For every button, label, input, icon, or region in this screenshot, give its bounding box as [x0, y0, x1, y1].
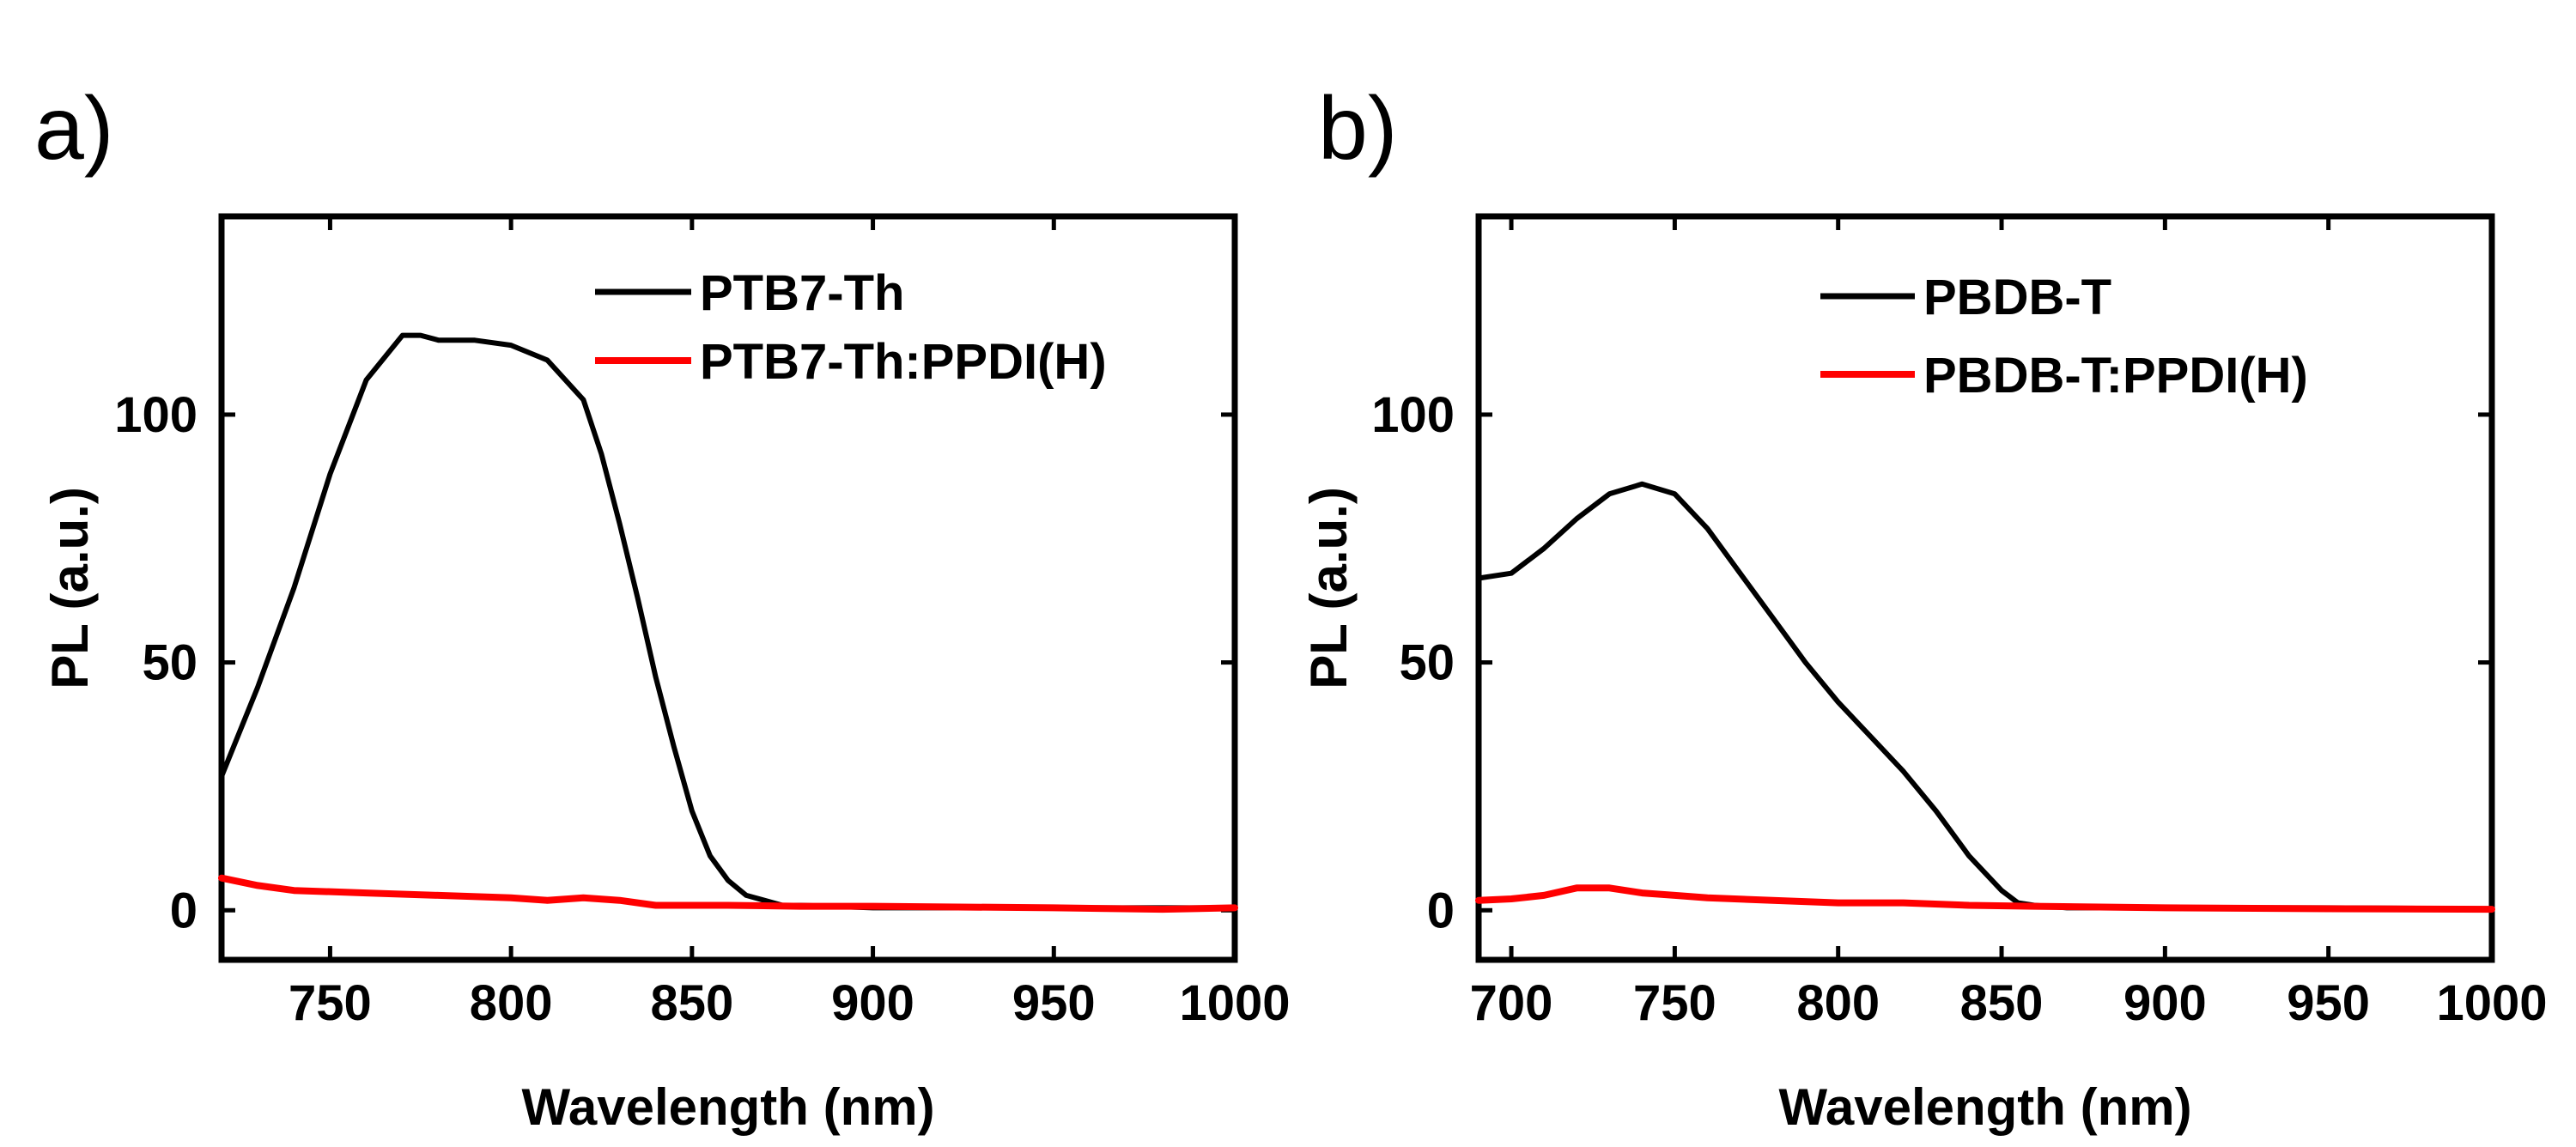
- x-tick-label: 750: [289, 975, 372, 1031]
- tick-labels-a: 750 800 850 900 950 1000 0 50 100: [114, 387, 1290, 1031]
- legend-label-ptb7-th: PTB7-Th: [700, 265, 904, 321]
- x-tick-label: 750: [1633, 975, 1716, 1031]
- y-axis-title-a: PL (a.u.): [41, 487, 99, 689]
- panel-label-a: a): [34, 79, 113, 179]
- series-line-ptb7-th-ppdi-h: [218, 874, 1238, 913]
- legend-a: PTB7-Th PTB7-Th:PPDI(H): [595, 265, 1107, 390]
- plot-frame-a: [218, 213, 1238, 963]
- x-tick-label: 1000: [1179, 975, 1290, 1031]
- x-tick-label: 800: [1796, 975, 1880, 1031]
- x-tick-label: 900: [831, 975, 914, 1031]
- x-axis-title-a: Wavelength (nm): [521, 1078, 934, 1136]
- legend-b: PBDB-T PBDB-T:PPDI(H): [1820, 270, 2308, 404]
- y-tick-label: 0: [1427, 883, 1455, 938]
- series-line-pbdb-t-ppdi-h: [1475, 884, 2495, 913]
- y-tick-label: 50: [1399, 635, 1455, 691]
- x-axis-title-b: Wavelength (nm): [1778, 1078, 2191, 1136]
- x-tick-label: 700: [1470, 975, 1553, 1031]
- y-tick-label: 100: [114, 387, 197, 443]
- y-tick-label: 100: [1371, 387, 1455, 443]
- chart-panel-b: b) 700 750 800 850 900 950 1000 0 50 100 Waveleng…: [1300, 79, 2548, 1136]
- plot-frame-b: [1475, 213, 2495, 963]
- x-tick-label: 950: [2287, 975, 2370, 1031]
- series-group-b: [1475, 481, 2495, 913]
- ticks-b: [1479, 216, 2494, 960]
- series-group-a: [218, 332, 1238, 913]
- x-tick-label: 850: [1960, 975, 2044, 1031]
- panel-label-b: b): [1318, 79, 1397, 179]
- legend-label-pbdb-t: PBDB-T: [1923, 270, 2111, 325]
- legend-label-pbdb-t-ppdi: PBDB-T:PPDI(H): [1923, 348, 2308, 404]
- x-tick-label: 800: [470, 975, 553, 1031]
- x-tick-label: 900: [2123, 975, 2207, 1031]
- x-tick-label: 850: [650, 975, 733, 1031]
- y-tick-label: 0: [170, 883, 197, 938]
- x-tick-label: 1000: [2436, 975, 2547, 1031]
- tick-labels-b: 700 750 800 850 900 950 1000 0 50 100: [1371, 387, 2547, 1031]
- ticks-a: [222, 216, 1237, 960]
- x-tick-label: 950: [1012, 975, 1096, 1031]
- y-axis-title-b: PL (a.u.): [1300, 487, 1358, 689]
- chart-panel-a: a) 750 800 850 900 950 1000 0 50 100 Wavelength …: [34, 79, 1291, 1136]
- legend-label-ptb7-th-ppdi: PTB7-Th:PPDI(H): [700, 334, 1107, 390]
- y-tick-label: 50: [142, 635, 197, 691]
